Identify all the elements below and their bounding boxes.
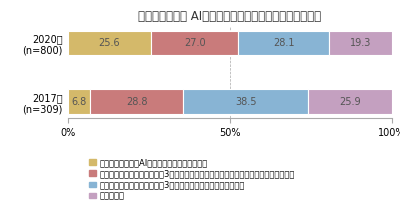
Text: 38.5: 38.5: [235, 97, 256, 107]
Legend: すでに人工知能（AI）が職場に導入されている, 現在は導入されていないが、3年以内には、導入される計画がある（計画中・検討中）, 現在は導入されていないし、3年: すでに人工知能（AI）が職場に導入されている, 現在は導入されていないが、3年以…: [88, 157, 296, 201]
Text: 25.9: 25.9: [339, 97, 361, 107]
Bar: [151, 31, 238, 55]
Bar: [68, 90, 90, 114]
Bar: [90, 90, 183, 114]
Title: あなたの職場で AI（人工知能）は導入されていますか？: あなたの職場で AI（人工知能）は導入されていますか？: [138, 10, 322, 23]
Text: 25.6: 25.6: [99, 38, 120, 48]
Bar: [330, 31, 392, 55]
Text: 19.3: 19.3: [350, 38, 372, 48]
Text: 28.1: 28.1: [273, 38, 295, 48]
Text: 6.8: 6.8: [71, 97, 87, 107]
Text: 27.0: 27.0: [184, 38, 206, 48]
Bar: [68, 31, 151, 55]
Bar: [308, 90, 392, 114]
Bar: [238, 31, 330, 55]
Bar: [183, 90, 308, 114]
Text: 28.8: 28.8: [126, 97, 148, 107]
